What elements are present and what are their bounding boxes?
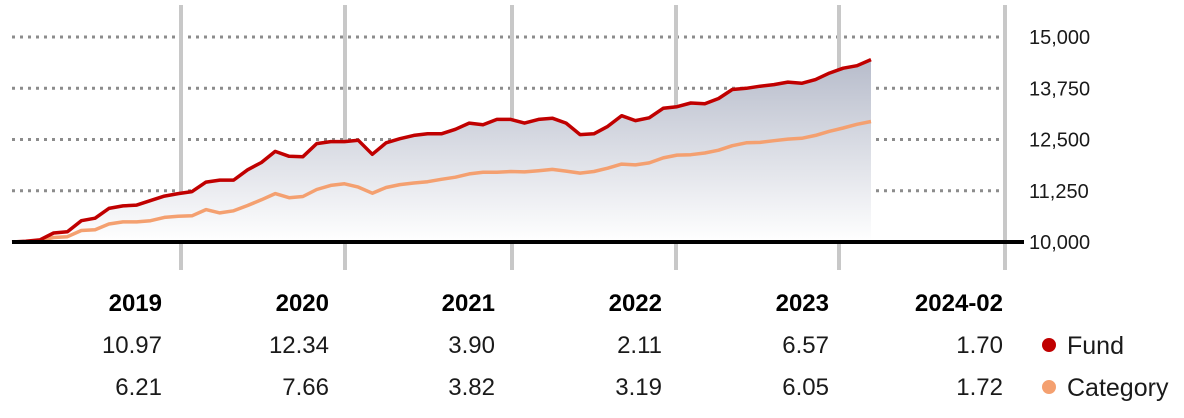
fund-area-fill [12,59,871,242]
category-legend-label: Category [1067,374,1169,402]
y-tick-label: 10,000 [1029,232,1090,254]
fund-legend-label: Fund [1067,332,1124,360]
y-tick-label: 15,000 [1029,27,1090,49]
fund-line [11,57,872,244]
fund-return: 6.57 [782,332,829,359]
fund-return: 12.34 [269,332,329,359]
fund-legend-marker [1042,338,1056,352]
returns-table: 2019 2020 2021 2022 2023 2024-02 10.97 12.34 3.9… [102,290,1003,401]
y-tick-label: 12,500 [1029,130,1090,152]
category-return: 3.19 [615,374,662,401]
year-header: 2020 [276,290,329,317]
fund-return: 3.90 [448,332,495,359]
category-return: 6.21 [115,374,162,401]
category-return: 6.05 [782,374,829,401]
category-return: 7.66 [282,374,329,401]
year-header: 2024-02 [915,290,1003,317]
fund-return: 1.70 [956,332,1003,359]
fund-area [12,59,871,242]
year-header: 2022 [609,290,662,317]
year-header: 2019 [109,290,162,317]
legend: Fund Category [1042,332,1169,402]
category-return: 3.82 [448,374,495,401]
fund-return: 2.11 [617,332,662,359]
category-line [11,119,872,244]
category-return: 1.72 [956,374,1003,401]
y-axis-tick-labels: 10,000 11,250 12,500 13,750 15,000 [1029,27,1090,254]
year-header: 2021 [442,290,495,317]
series-lines [11,57,1024,244]
y-tick-label: 11,250 [1029,181,1089,203]
year-header: 2023 [776,290,829,317]
fund-return: 10.97 [102,332,162,359]
y-tick-label: 13,750 [1029,78,1090,100]
category-legend-marker [1042,380,1056,394]
